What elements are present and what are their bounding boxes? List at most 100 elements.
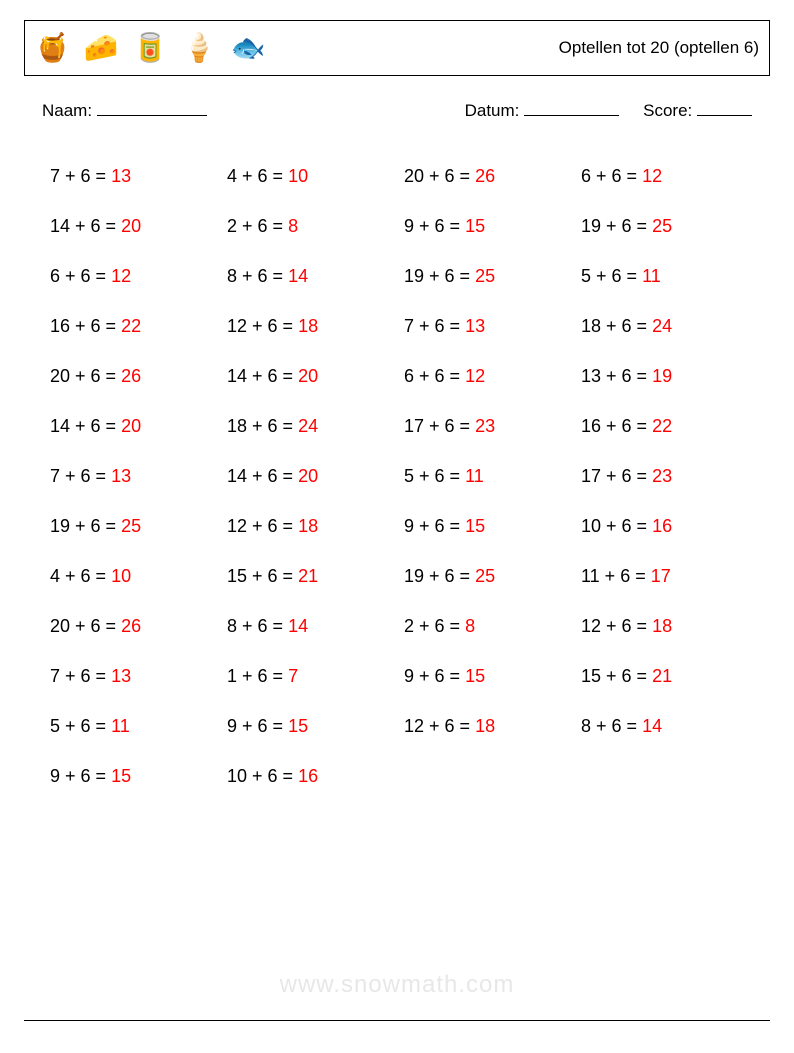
date-field: Datum: bbox=[465, 98, 620, 121]
problem-answer: 20 bbox=[298, 466, 318, 486]
problem-cell: 19 + 6 = 25 bbox=[581, 216, 758, 237]
problem-expression: 8 + 6 = bbox=[227, 616, 288, 636]
problem-answer: 17 bbox=[651, 566, 671, 586]
problem-cell: 16 + 6 = 22 bbox=[581, 416, 758, 437]
info-row: Naam: Datum: Score: bbox=[42, 98, 752, 121]
problem-expression: 12 + 6 = bbox=[404, 716, 475, 736]
problem-expression: 20 + 6 = bbox=[50, 366, 121, 386]
problem-expression: 9 + 6 = bbox=[404, 216, 465, 236]
problem-expression: 19 + 6 = bbox=[404, 566, 475, 586]
problem-expression: 7 + 6 = bbox=[50, 666, 111, 686]
problem-expression: 9 + 6 = bbox=[50, 766, 111, 786]
problem-cell: 4 + 6 = 10 bbox=[227, 166, 404, 187]
problem-answer: 20 bbox=[121, 416, 141, 436]
problem-expression: 14 + 6 = bbox=[50, 216, 121, 236]
problem-expression: 15 + 6 = bbox=[227, 566, 298, 586]
problem-expression: 14 + 6 = bbox=[227, 366, 298, 386]
problem-answer: 11 bbox=[111, 716, 130, 736]
problem-expression: 4 + 6 = bbox=[50, 566, 111, 586]
problem-expression: 14 + 6 = bbox=[50, 416, 121, 436]
problem-expression: 7 + 6 = bbox=[50, 166, 111, 186]
problem-cell: 9 + 6 = 15 bbox=[227, 716, 404, 737]
problem-expression: 9 + 6 = bbox=[227, 716, 288, 736]
problem-cell: 14 + 6 = 20 bbox=[50, 416, 227, 437]
problem-answer: 25 bbox=[475, 266, 495, 286]
problem-cell: 12 + 6 = 18 bbox=[404, 716, 581, 737]
problem-expression: 17 + 6 = bbox=[404, 416, 475, 436]
problem-answer: 15 bbox=[465, 666, 485, 686]
problem-answer: 15 bbox=[288, 716, 308, 736]
problem-answer: 11 bbox=[642, 266, 661, 286]
problem-answer: 25 bbox=[121, 516, 141, 536]
problem-cell: 9 + 6 = 15 bbox=[50, 766, 227, 787]
problem-expression: 10 + 6 = bbox=[581, 516, 652, 536]
problem-answer: 14 bbox=[642, 716, 662, 736]
name-field: Naam: bbox=[42, 98, 465, 121]
problem-answer: 12 bbox=[111, 266, 131, 286]
problem-cell: 7 + 6 = 13 bbox=[50, 466, 227, 487]
problem-expression: 4 + 6 = bbox=[227, 166, 288, 186]
worksheet-title: Optellen tot 20 (optellen 6) bbox=[559, 38, 759, 58]
problem-expression: 20 + 6 = bbox=[50, 616, 121, 636]
icecream-icon: 🍦 bbox=[182, 34, 217, 62]
date-blank[interactable] bbox=[524, 98, 619, 116]
problem-expression: 6 + 6 = bbox=[50, 266, 111, 286]
problem-cell: 8 + 6 = 14 bbox=[227, 266, 404, 287]
can-icon: 🥫 bbox=[133, 34, 168, 62]
problem-cell: 4 + 6 = 10 bbox=[50, 566, 227, 587]
problem-cell: 6 + 6 = 12 bbox=[581, 166, 758, 187]
problem-cell: 19 + 6 = 25 bbox=[404, 266, 581, 287]
problem-expression: 19 + 6 = bbox=[50, 516, 121, 536]
problem-cell: 2 + 6 = 8 bbox=[227, 216, 404, 237]
problem-answer: 12 bbox=[465, 366, 485, 386]
problem-expression: 19 + 6 = bbox=[404, 266, 475, 286]
header-icons: 🍯 🧀 🥫 🍦 🐟 bbox=[35, 34, 265, 62]
problem-cell: 18 + 6 = 24 bbox=[581, 316, 758, 337]
problem-answer: 13 bbox=[111, 466, 131, 486]
fish-icon: 🐟 bbox=[231, 34, 266, 62]
problem-cell: 7 + 6 = 13 bbox=[50, 666, 227, 687]
problem-answer: 25 bbox=[652, 216, 672, 236]
problem-answer: 23 bbox=[475, 416, 495, 436]
problem-answer: 26 bbox=[121, 616, 141, 636]
problem-expression: 16 + 6 = bbox=[581, 416, 652, 436]
problem-expression: 5 + 6 = bbox=[404, 466, 465, 486]
problem-cell: 2 + 6 = 8 bbox=[404, 616, 581, 637]
problem-answer: 25 bbox=[475, 566, 495, 586]
date-label: Datum: bbox=[465, 101, 520, 120]
problem-cell: 11 + 6 = 17 bbox=[581, 566, 758, 587]
problem-cell: 14 + 6 = 20 bbox=[227, 466, 404, 487]
problem-expression: 20 + 6 = bbox=[404, 166, 475, 186]
problem-expression: 1 + 6 = bbox=[227, 666, 288, 686]
problem-answer: 11 bbox=[465, 466, 484, 486]
watermark: www.snowmath.com bbox=[0, 971, 794, 999]
problem-expression: 14 + 6 = bbox=[227, 466, 298, 486]
problem-cell: 7 + 6 = 13 bbox=[404, 316, 581, 337]
problem-expression: 9 + 6 = bbox=[404, 516, 465, 536]
problem-cell: 5 + 6 = 11 bbox=[404, 466, 581, 487]
score-label: Score: bbox=[643, 101, 692, 120]
name-blank[interactable] bbox=[97, 98, 207, 116]
problem-cell: 12 + 6 = 18 bbox=[227, 516, 404, 537]
footer-line bbox=[24, 1020, 770, 1021]
problem-expression: 16 + 6 = bbox=[50, 316, 121, 336]
problem-expression: 6 + 6 = bbox=[581, 166, 642, 186]
problem-answer: 16 bbox=[652, 516, 672, 536]
problem-answer: 15 bbox=[111, 766, 131, 786]
problem-answer: 18 bbox=[298, 516, 318, 536]
problem-expression: 12 + 6 = bbox=[227, 516, 298, 536]
problems-grid: 7 + 6 = 134 + 6 = 1020 + 6 = 266 + 6 = 1… bbox=[50, 151, 758, 801]
problem-answer: 24 bbox=[298, 416, 318, 436]
problem-expression: 9 + 6 = bbox=[404, 666, 465, 686]
problem-answer: 26 bbox=[121, 366, 141, 386]
problem-cell: 6 + 6 = 12 bbox=[404, 366, 581, 387]
problem-expression: 11 + 6 = bbox=[581, 566, 651, 586]
problem-cell: 17 + 6 = 23 bbox=[581, 466, 758, 487]
score-blank[interactable] bbox=[697, 98, 752, 116]
problem-expression: 12 + 6 = bbox=[581, 616, 652, 636]
header-box: 🍯 🧀 🥫 🍦 🐟 Optellen tot 20 (optellen 6) bbox=[24, 20, 770, 76]
problem-cell: 10 + 6 = 16 bbox=[227, 766, 404, 787]
problem-answer: 23 bbox=[652, 466, 672, 486]
problem-cell: 20 + 6 = 26 bbox=[50, 366, 227, 387]
problem-cell: 8 + 6 = 14 bbox=[227, 616, 404, 637]
